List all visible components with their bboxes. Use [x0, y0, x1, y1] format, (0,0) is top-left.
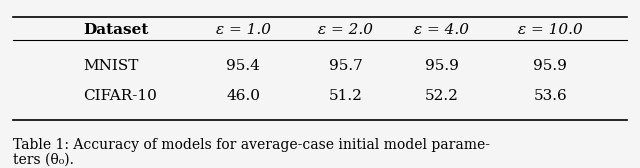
- Text: MNIST: MNIST: [83, 59, 139, 73]
- Text: ε = 2.0: ε = 2.0: [318, 23, 373, 37]
- Text: 52.2: 52.2: [425, 89, 458, 103]
- Text: 95.9: 95.9: [534, 59, 567, 73]
- Text: 53.6: 53.6: [534, 89, 567, 103]
- Text: 95.9: 95.9: [425, 59, 458, 73]
- Text: Table 1: Accuracy of models for average-case initial model parame-: Table 1: Accuracy of models for average-…: [13, 138, 490, 152]
- Text: 46.0: 46.0: [226, 89, 260, 103]
- Text: 95.7: 95.7: [329, 59, 362, 73]
- Text: Dataset: Dataset: [83, 23, 148, 37]
- Text: 51.2: 51.2: [329, 89, 362, 103]
- Text: 95.4: 95.4: [227, 59, 260, 73]
- Text: ters (θ₀).: ters (θ₀).: [13, 153, 74, 166]
- Text: ε = 1.0: ε = 1.0: [216, 23, 271, 37]
- Text: ε = 4.0: ε = 4.0: [414, 23, 469, 37]
- Text: ε = 10.0: ε = 10.0: [518, 23, 583, 37]
- Text: CIFAR-10: CIFAR-10: [83, 89, 157, 103]
